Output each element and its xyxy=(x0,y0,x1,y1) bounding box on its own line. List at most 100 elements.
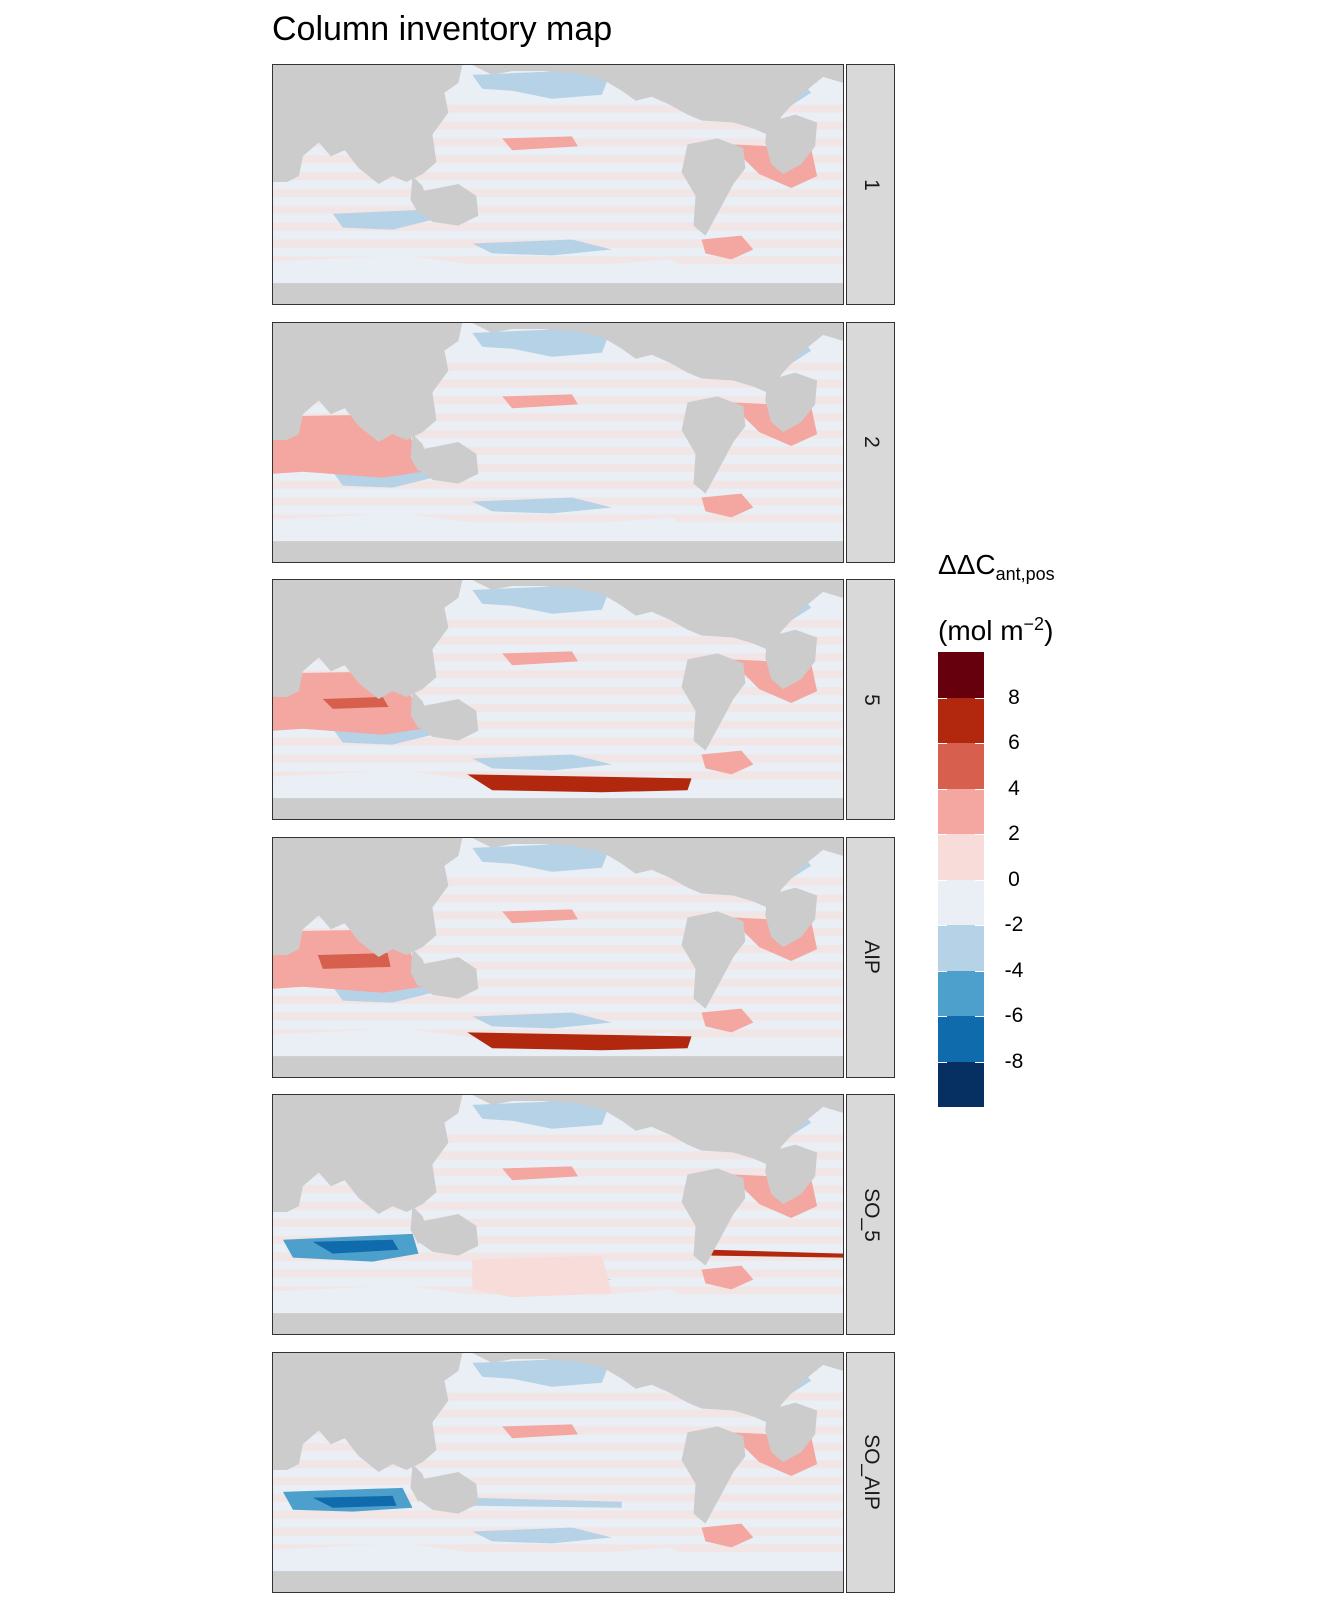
ocean-band xyxy=(273,362,843,371)
ocean-band xyxy=(273,978,843,987)
colorbar-tick-mark xyxy=(938,834,947,835)
anomaly-region xyxy=(472,1098,612,1129)
colorbar-tick-label: 0 xyxy=(1008,867,1020,891)
map-panel xyxy=(272,64,844,305)
ocean-band xyxy=(273,1510,843,1519)
ocean-band xyxy=(273,463,843,472)
chart-title: Column inventory map xyxy=(272,10,613,48)
anomaly-region xyxy=(472,497,612,513)
land-mass xyxy=(681,1425,746,1524)
map-svg xyxy=(273,1095,843,1334)
map-svg xyxy=(273,580,843,819)
legend-unit: (mol m−2) xyxy=(938,614,1054,646)
ocean-band xyxy=(273,121,843,130)
anomaly-region xyxy=(472,583,612,614)
land-mass xyxy=(418,1214,479,1256)
ocean-band xyxy=(273,1185,843,1194)
ocean-band xyxy=(273,429,843,438)
facet-panel: AIP xyxy=(272,836,895,1078)
map-panel xyxy=(272,579,844,820)
anomaly-region xyxy=(472,1356,612,1387)
colorbar xyxy=(938,652,984,1107)
anomaly-region xyxy=(312,1239,399,1254)
map-svg xyxy=(273,322,843,562)
facet-label: 5 xyxy=(859,693,883,706)
anomaly-region xyxy=(472,1255,612,1298)
colorbar-bin xyxy=(938,697,984,743)
colorbar-bin xyxy=(938,925,984,971)
ocean-band xyxy=(273,737,843,746)
facet-label: SO_AIP xyxy=(859,1434,883,1510)
land-mass xyxy=(472,65,843,137)
ocean-band xyxy=(273,636,843,645)
land-mass xyxy=(681,1168,746,1266)
colorbar-tick-label: -2 xyxy=(1004,913,1024,936)
anomaly-region xyxy=(467,774,692,793)
anomaly-region xyxy=(472,754,612,771)
anomaly-region xyxy=(701,235,754,260)
land-mass xyxy=(765,1144,818,1205)
land-mass xyxy=(273,798,843,819)
colorbar-tick-mark xyxy=(975,834,984,835)
land-mass xyxy=(273,1313,843,1334)
colorbar-bin xyxy=(938,1061,984,1107)
land-mass xyxy=(273,1570,843,1592)
ocean-band xyxy=(273,670,843,679)
land-mass xyxy=(273,580,463,700)
anomaly-region xyxy=(273,1542,692,1565)
land-mass xyxy=(765,372,818,432)
colorbar-tick-mark xyxy=(938,1061,947,1063)
colorbar-tick-mark xyxy=(938,879,947,881)
colorbar-tick-mark xyxy=(938,743,947,744)
colorbar-bin xyxy=(938,879,984,925)
facet-strip: AIP xyxy=(846,836,895,1078)
anomaly-region xyxy=(312,1495,397,1508)
ocean-band xyxy=(273,894,843,902)
land-mass xyxy=(418,441,479,484)
ocean-band xyxy=(273,1409,843,1417)
ocean-band xyxy=(273,1235,843,1244)
land-mass xyxy=(681,910,746,1009)
facet-label: SO_5 xyxy=(859,1187,883,1242)
facet-panel: SO_5 xyxy=(272,1094,895,1335)
ocean-band xyxy=(273,1151,843,1160)
colorbar-tick-label: -4 xyxy=(1004,958,1024,982)
ocean-band xyxy=(273,944,843,953)
ocean-band xyxy=(273,446,843,455)
colorbar-tick-mark xyxy=(975,1016,984,1017)
ocean-band xyxy=(273,687,843,696)
anomaly-region xyxy=(472,326,612,357)
ocean-band xyxy=(273,1543,843,1552)
ocean-band xyxy=(273,104,843,113)
facet-panel: 5 xyxy=(272,579,895,820)
ocean-band xyxy=(273,771,843,780)
ocean-band xyxy=(273,619,843,628)
colorbar-tick-mark xyxy=(975,1061,984,1063)
anomaly-region xyxy=(317,952,391,969)
ocean-band xyxy=(273,1028,843,1037)
ocean-band xyxy=(273,1202,843,1211)
colorbar-tick-label: 4 xyxy=(1008,776,1020,800)
anomaly-region xyxy=(701,1008,754,1032)
facet-strip: 2 xyxy=(846,321,895,563)
anomaly-region xyxy=(322,697,389,709)
ocean-band xyxy=(273,1442,843,1451)
anomaly-region xyxy=(502,136,578,151)
map-panel xyxy=(272,836,844,1078)
land-mass xyxy=(681,653,746,751)
ocean-band xyxy=(273,961,843,970)
anomaly-region xyxy=(472,1497,622,1508)
ocean-band xyxy=(273,1459,843,1468)
colorbar-tick-mark xyxy=(975,743,984,744)
land-mass xyxy=(472,1095,843,1167)
facet-strip: 1 xyxy=(846,64,895,305)
ocean-band xyxy=(273,1476,843,1485)
anomaly-region xyxy=(472,841,612,872)
land-mass xyxy=(273,1055,843,1077)
facet-label: 2 xyxy=(859,436,883,448)
land-mass xyxy=(418,956,479,999)
land-mass xyxy=(273,322,463,442)
ocean-band xyxy=(273,155,843,164)
land-mass xyxy=(472,1352,843,1424)
land-mass xyxy=(472,580,843,652)
